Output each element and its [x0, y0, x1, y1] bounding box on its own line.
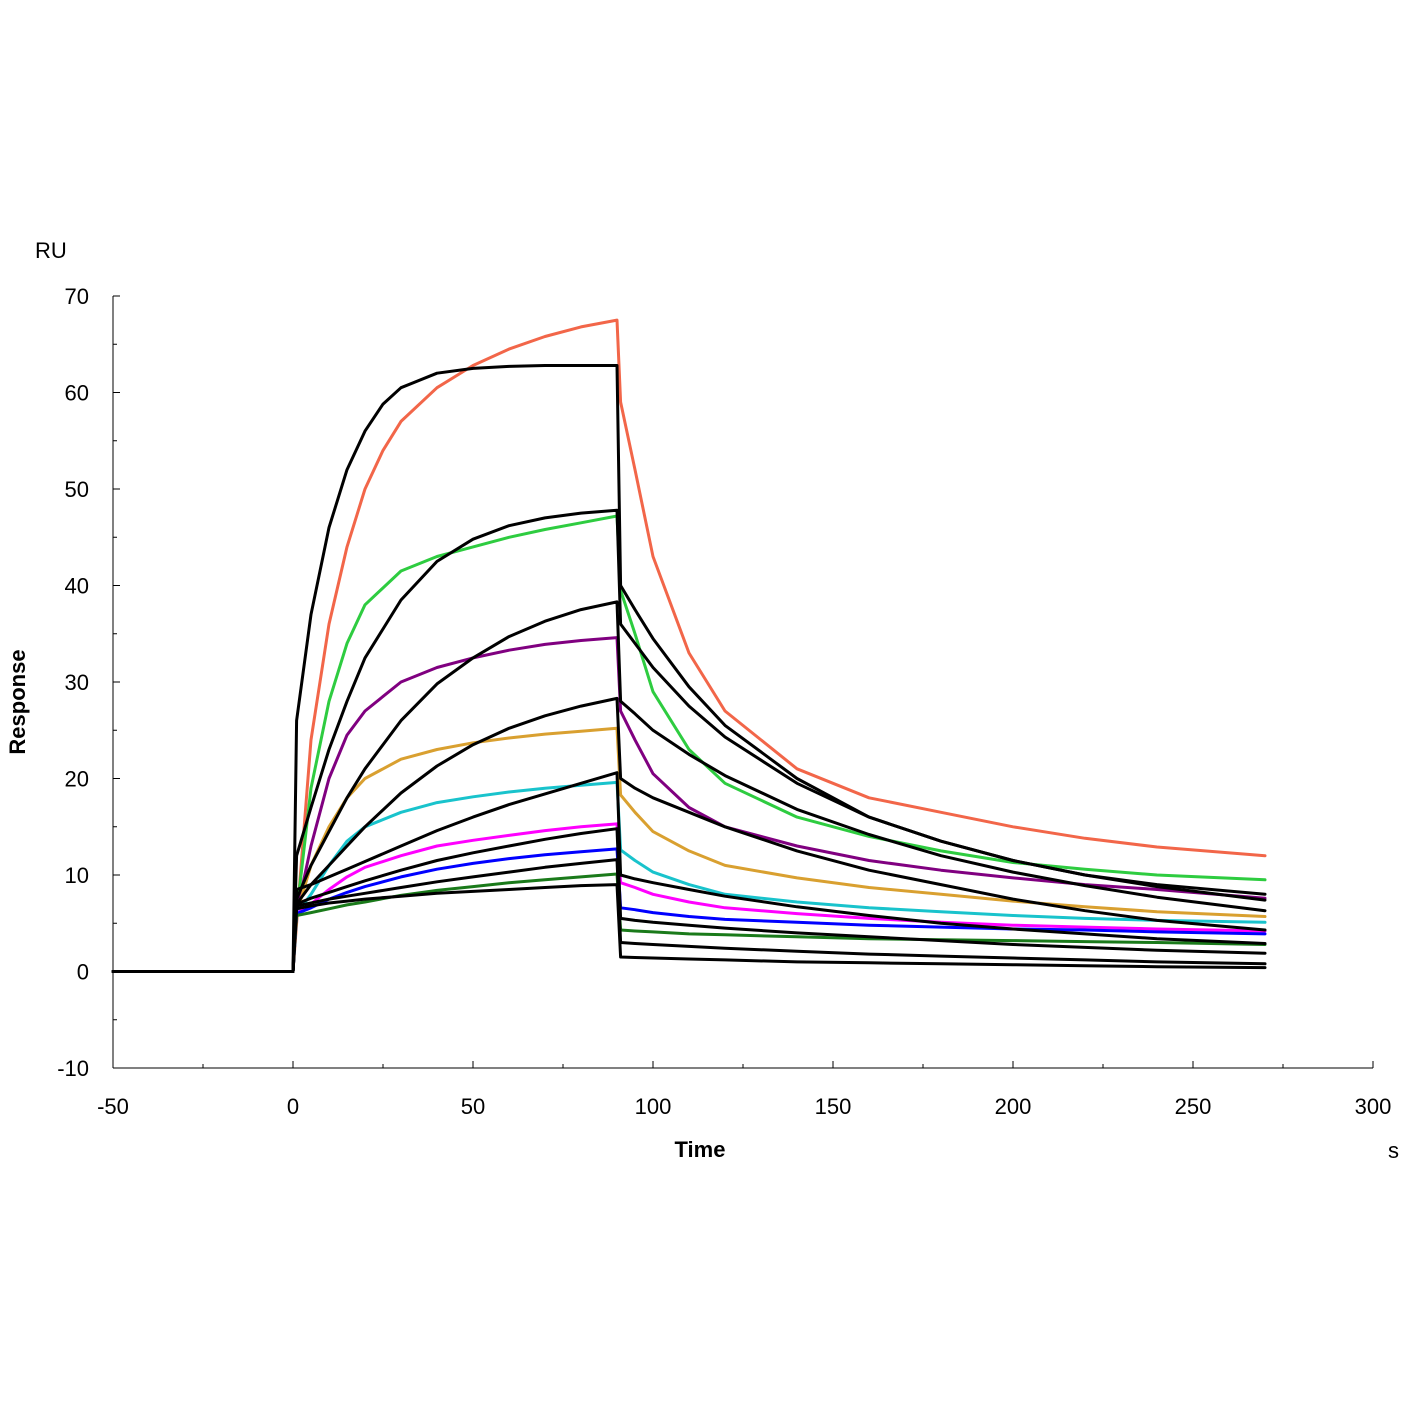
y-tick-label: 0 — [77, 960, 89, 985]
data-curve-0 — [111, 318, 1267, 973]
y-tick-label: 60 — [65, 381, 89, 406]
y-tick-label: 70 — [65, 284, 89, 309]
fit-curve-11 — [111, 696, 1267, 973]
fit-curve-15 — [111, 883, 1267, 973]
x-tick-label: 200 — [995, 1094, 1032, 1119]
x-tick-label: 150 — [815, 1094, 852, 1119]
x-tick-label: 250 — [1175, 1094, 1212, 1119]
axes: -10 0 10 20 30 40 50 60 70 -50 0 50 100 150 200 250 300 — [57, 284, 1391, 1119]
fit-curve-10 — [111, 600, 1267, 973]
y-unit-label: RU — [35, 238, 67, 263]
x-tick-label: 100 — [635, 1094, 672, 1119]
y-tick-label: 30 — [65, 670, 89, 695]
y-axis-title: Response — [5, 649, 30, 754]
fit-curve-8 — [111, 364, 1267, 973]
fit-curve-13 — [111, 827, 1267, 973]
x-unit-label: s — [1388, 1138, 1399, 1163]
y-tick-label: 50 — [65, 477, 89, 502]
x-tick-label: -50 — [97, 1094, 129, 1119]
y-tick-label: -10 — [57, 1056, 89, 1081]
x-tick-label: 0 — [287, 1094, 299, 1119]
data-curve-5 — [111, 822, 1267, 973]
y-tick-label: 20 — [65, 767, 89, 792]
fit-curve-14 — [111, 858, 1267, 973]
x-tick-label: 300 — [1355, 1094, 1392, 1119]
y-tick-label: 40 — [65, 574, 89, 599]
data-curve-3 — [111, 726, 1267, 973]
data-curve-2 — [111, 636, 1267, 973]
fit-curve-12 — [111, 771, 1267, 973]
series-layer — [111, 318, 1267, 973]
data-curve-1 — [111, 514, 1267, 973]
x-axis-title: Time — [675, 1137, 726, 1162]
y-tick-label: 10 — [65, 863, 89, 888]
x-tick-label: 50 — [461, 1094, 485, 1119]
fit-curve-9 — [111, 508, 1267, 973]
